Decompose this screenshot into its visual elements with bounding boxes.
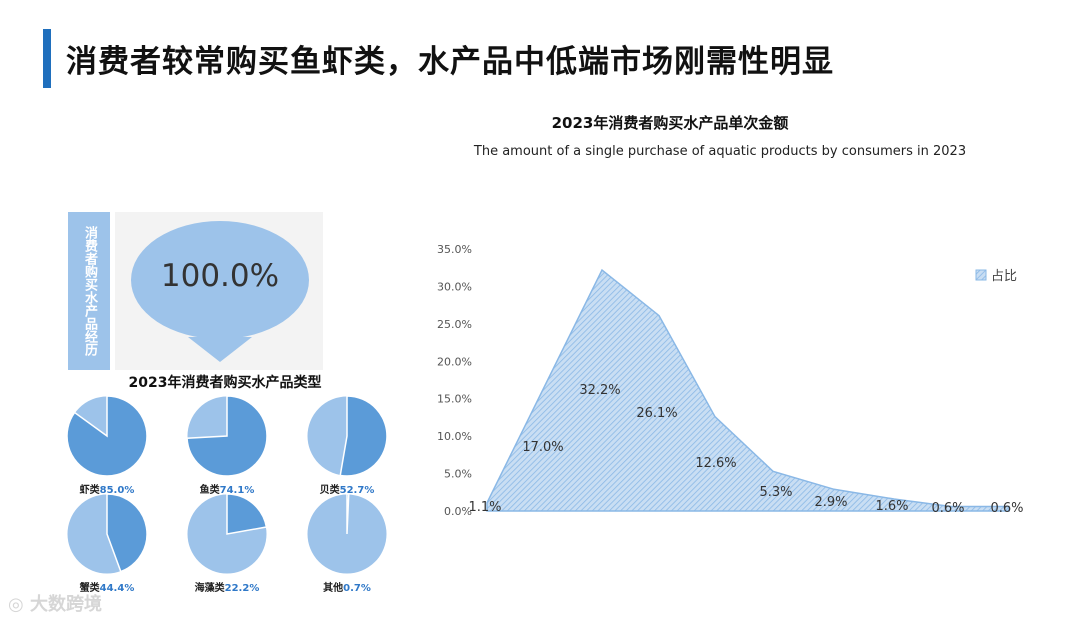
data-label: 5.3% [759,485,792,500]
pie-category: 鱼类 [199,485,220,496]
type-pie [66,395,148,477]
pie-label: 虾类85.0% [62,481,152,496]
legend-label: 占比 [991,269,1017,284]
pie-label: 其他0.7% [302,579,392,594]
pie-category: 其他 [323,583,344,594]
data-label: 1.1% [468,500,501,515]
area-chart: 0.0% 5.0% 10.0% 15.0% 20.0% 25.0% 30.0% 35.0% 1… [437,243,1023,518]
experience-value: 100.0% [160,258,280,294]
area-series-占比 [486,268,1010,512]
type-pie-item: 蟹类44.4% [62,493,152,594]
type-pie-item: 其他0.7% [302,493,392,594]
y-tick-label: 10.0% [437,430,472,443]
pie-category: 虾类 [79,485,100,496]
pie-label: 蟹类44.4% [62,579,152,594]
type-pie-item: 海藻类22.2% [182,493,272,594]
chart-title: 2023年消费者购买水产品单次金额 [551,114,789,132]
pie-label: 贝类52.7% [302,481,392,496]
data-label: 12.6% [695,456,736,471]
watermark-logo-icon: ◎ [8,594,24,615]
watermark: ◎ 大数跨境 [8,590,102,616]
y-tick-label: 25.0% [437,318,472,331]
y-tick-label: 20.0% [437,355,472,368]
pie-percent: 0.7% [343,583,371,594]
pie-percent: 44.4% [99,583,135,594]
pie-slice-value [226,493,268,535]
type-pie-item: 鱼类74.1% [182,395,272,496]
pie-slice-value [339,395,388,477]
data-label: 17.0% [522,440,563,455]
pie-slice-value [66,395,148,477]
pie-percent: 52.7% [339,485,375,496]
watermark-text: 大数跨境 [30,594,102,615]
pie-label: 海藻类22.2% [182,579,272,594]
data-label: 32.2% [579,383,620,398]
type-pie [186,395,268,477]
title-accent-bar [43,29,51,88]
type-pie-item: 贝类52.7% [302,395,392,496]
type-pie-item: 虾类85.0% [62,395,152,496]
pie-percent: 74.1% [219,485,255,496]
pie-category: 贝类 [319,485,340,496]
y-tick-label: 0.0% [444,505,472,518]
data-label: 26.1% [636,406,677,421]
type-pie [306,493,388,575]
y-tick-label: 5.0% [444,468,472,481]
data-label: 1.6% [875,499,908,514]
page-title: 消费者较常购买鱼虾类，水产品中低端市场刚需性明显 [66,44,834,80]
data-label: 0.6% [931,501,964,516]
type-pie [66,493,148,575]
legend-swatch [975,269,987,281]
pie-slice-value [106,493,148,573]
pie-category: 海藻类 [194,583,225,594]
pie-percent: 85.0% [99,485,135,496]
experience-label: 消费者购买水产品经历 [68,212,110,370]
pie-label: 鱼类74.1% [182,481,272,496]
pie-category: 蟹类 [79,583,100,594]
experience-ellipse [131,221,309,339]
chart-subtitle: The amount of a single purchase of aquat… [473,144,967,159]
y-tick-label: 35.0% [437,243,472,256]
y-tick-label: 30.0% [437,280,472,293]
type-pie [306,395,388,477]
pie-slice-value [346,493,350,535]
pie-slice-value [186,395,268,477]
data-label: 2.9% [814,495,847,510]
pie-percent: 22.2% [224,583,260,594]
type-pie [186,493,268,575]
data-label: 0.6% [990,501,1023,516]
y-tick-label: 15.0% [437,393,472,406]
types-title: 2023年消费者购买水产品类型 [128,375,322,391]
experience-arrow [188,337,252,362]
